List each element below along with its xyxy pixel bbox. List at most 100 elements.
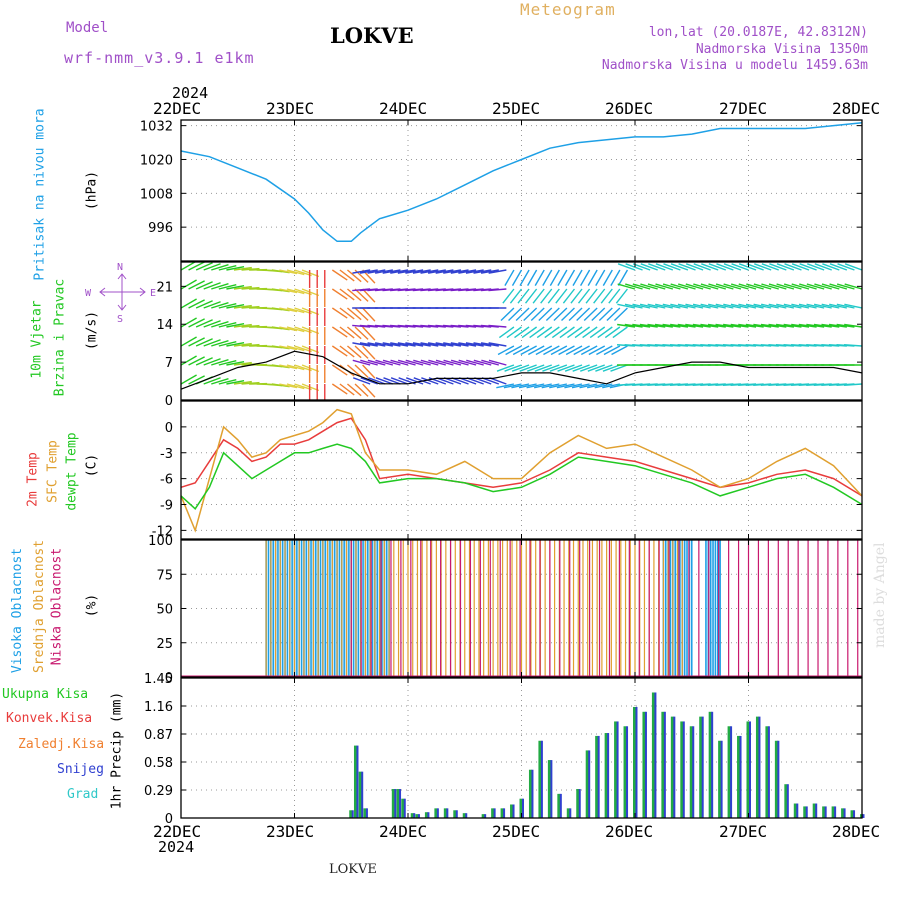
wind-arrow: [443, 342, 462, 347]
precip-bar-total: [491, 808, 495, 818]
wind-arrow: [339, 326, 355, 339]
precip-bar-snow: [559, 793, 562, 818]
wind-arrow: [579, 383, 598, 389]
wind-arrow: [730, 303, 749, 309]
wind-arrow: [612, 326, 628, 339]
precip-bar-snow: [834, 806, 837, 818]
wind-arrow: [617, 263, 636, 271]
precip-bar-total: [401, 798, 405, 818]
wind-arrow: [226, 341, 245, 347]
precip-bar-snow: [805, 806, 808, 818]
wind-arrow: [844, 283, 862, 290]
wind-arrow: [354, 345, 369, 359]
precip-bar-total: [453, 810, 457, 818]
wind-arrow: [784, 263, 802, 271]
grid-lines: [181, 120, 862, 818]
precip-bar-snow: [711, 711, 714, 818]
compass-n: N: [117, 262, 124, 273]
wind-arrow: [587, 269, 598, 286]
wind-arrow: [530, 307, 545, 322]
wind-arrow: [195, 281, 213, 290]
wind-arrow: [405, 359, 424, 366]
precip-bar-total: [661, 711, 665, 818]
precip-bar-total: [765, 726, 769, 818]
wind-arrow: [347, 269, 362, 283]
precip-bar-total: [680, 721, 684, 818]
wind-arrow: [286, 307, 305, 314]
wind-arrow: [708, 263, 727, 271]
wind-arrow: [564, 364, 583, 372]
precip-bar-total: [746, 721, 750, 818]
wind-arrow: [382, 359, 401, 366]
wind-arrow: [836, 323, 855, 328]
model-elevation: Nadmorska Visina u modelu 1459.63m: [601, 58, 868, 73]
wind-arrow: [632, 283, 651, 290]
wind-arrow: [693, 263, 711, 271]
wind-arrow: [195, 262, 213, 271]
date-label: 27DEC: [719, 822, 768, 841]
precip-bar-snow: [399, 789, 402, 818]
wind-arrow: [362, 326, 376, 341]
wind-arrow: [555, 288, 568, 304]
wind-arrow: [354, 288, 369, 302]
wind-arrow: [571, 383, 590, 389]
wind-arrow: [188, 299, 205, 309]
wind-arrow: [573, 345, 590, 356]
precip-bar-snow: [351, 810, 354, 818]
precip-bar-total: [434, 808, 438, 818]
wind-speed-line: [180, 350, 863, 390]
wind-arrow: [574, 326, 591, 339]
wind-arrow: [553, 307, 568, 322]
precip-bar-snow: [749, 721, 751, 818]
precip-bar-total: [519, 798, 523, 818]
wind-arrow: [662, 303, 681, 309]
precip-bar-total: [822, 806, 826, 818]
wind-arrow: [188, 318, 205, 328]
panel-frames: [180, 119, 863, 819]
wind-arrow: [524, 288, 538, 304]
wind-arrow: [769, 263, 787, 271]
precip-bar-snow: [796, 803, 799, 818]
wind-arrow: [301, 307, 320, 316]
y-tick-label: 0: [165, 671, 173, 686]
wind-arrow: [286, 345, 305, 352]
wind-arrow: [301, 288, 320, 297]
wind-arrow: [837, 263, 855, 271]
wind-arrow: [203, 377, 221, 385]
precip-bar-total: [841, 808, 845, 818]
wind-arrow: [331, 383, 348, 395]
date-label: 22DEC: [153, 99, 202, 118]
precip-bar-snow: [365, 808, 368, 818]
precip-bar-total: [774, 740, 778, 818]
meteogram-label: Meteogram: [520, 0, 616, 19]
wind-arrow: [520, 345, 537, 356]
wind-arrow: [670, 283, 689, 290]
wind-arrow: [776, 303, 795, 309]
wind-arrow: [603, 345, 621, 356]
wind-arrow: [577, 288, 591, 304]
wind-arrow: [814, 283, 832, 290]
wind-arrow: [279, 307, 298, 313]
y-tick-label: 50: [156, 603, 173, 618]
wind-arrow: [420, 342, 439, 347]
wind-arrow: [480, 342, 499, 347]
wind-arrow: [465, 269, 484, 274]
wind-arrow: [233, 304, 252, 309]
wind-arrow: [211, 340, 229, 347]
wind-arrow: [188, 262, 205, 271]
wind-arrow: [421, 377, 439, 385]
legend-convective-rain: Konvek.Kisa: [6, 711, 93, 726]
wind-arrow: [655, 283, 674, 290]
wind-arrow: [598, 307, 613, 322]
wind-arrow: [390, 269, 409, 274]
wind-arrow: [526, 383, 545, 389]
y-tick-label: 14: [156, 318, 173, 333]
wind-arrow: [707, 323, 726, 328]
wind-arrow: [339, 383, 355, 396]
wind-arrow: [233, 361, 252, 366]
wind-arrow: [647, 283, 666, 290]
wind-arrow: [843, 383, 862, 386]
wind-arrow: [362, 288, 376, 303]
precip-bar-total: [462, 813, 466, 818]
model-name: wrf-nmm_v3.9.1 e1km: [64, 49, 255, 67]
